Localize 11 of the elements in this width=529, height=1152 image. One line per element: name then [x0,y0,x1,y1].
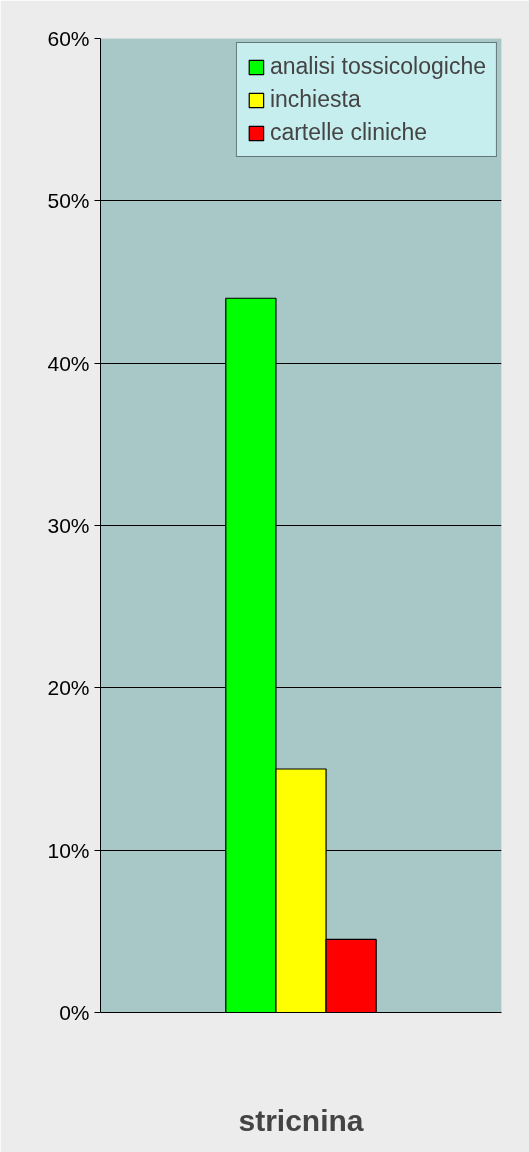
legend-label: inchiesta [269,86,361,113]
y-tick-label: 30% [47,514,90,537]
legend-label: cartelle cliniche [269,119,428,146]
y-tick-label: 50% [47,189,90,213]
y-tick-label: 10% [47,838,90,862]
y-tick-label: 20% [47,676,90,700]
y-tick-label: 60% [47,27,90,50]
y-tick-label: 40% [47,351,90,375]
y-tick-label: 0% [59,1001,90,1024]
x-tick-label: stricnina [238,1103,364,1137]
legend-label: analisi tossicologiche [269,53,486,80]
